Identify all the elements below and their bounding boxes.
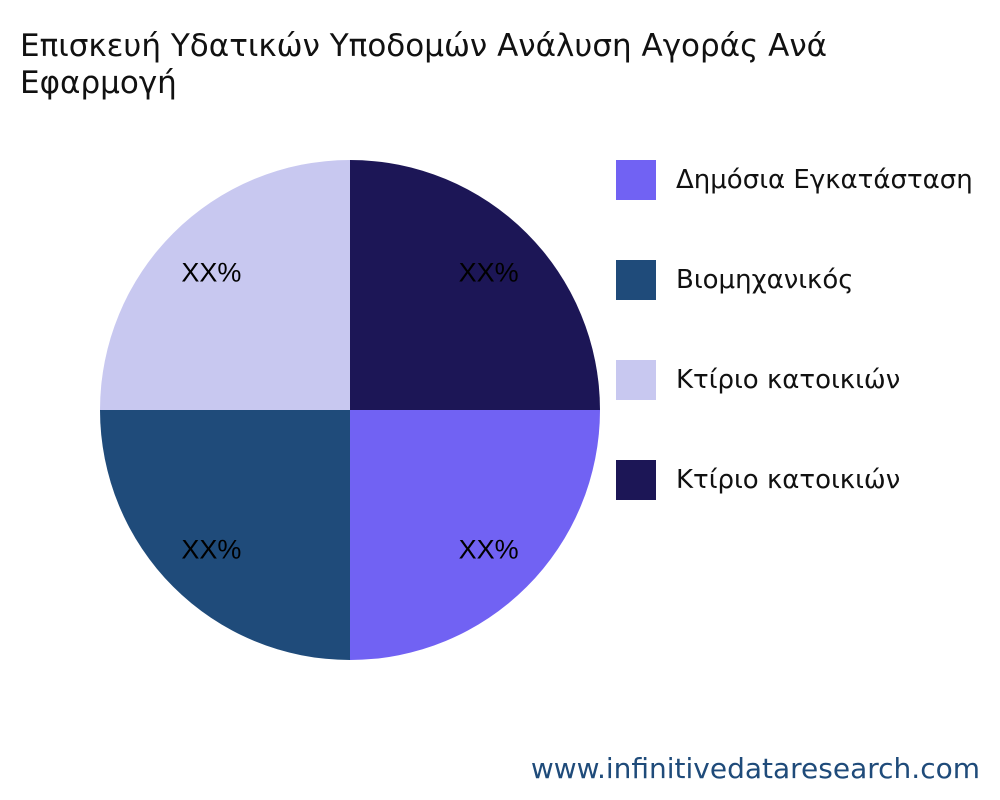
legend-label: Κτίριο κατοικιών [676,365,901,395]
pie-slice [350,410,600,660]
legend-swatch [616,160,656,200]
pie-slice [100,410,350,660]
pie-slice [350,160,600,410]
legend-swatch [616,260,656,300]
legend-label: Βιομηχανικός [676,265,854,295]
legend-label: Δημόσια Εγκατάσταση [676,165,973,195]
legend-swatch [616,460,656,500]
slice-label: XX% [459,257,519,287]
slice-label: XX% [181,257,241,287]
slice-label: XX% [181,535,241,565]
legend-swatch [616,360,656,400]
legend-label: Κτίριο κατοικιών [676,465,901,495]
slice-label: XX% [459,535,519,565]
pie-slice [100,160,350,410]
chart-title: Επισκευή Υδατικών Υποδομών Ανάλυση Αγορά… [20,28,828,101]
watermark: www.infinitivedataresearch.com [530,752,980,785]
